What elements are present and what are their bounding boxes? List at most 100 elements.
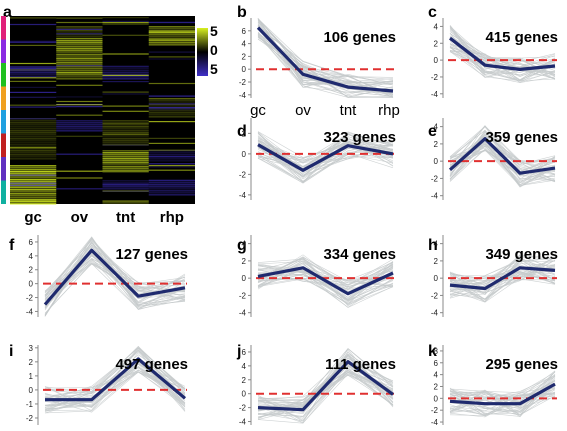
heatmap-stripe xyxy=(56,188,103,190)
heatmap-stripe xyxy=(148,150,195,152)
gene-profile-line xyxy=(449,264,556,286)
heatmap-stripe xyxy=(10,104,57,106)
heatmap-stripe xyxy=(102,168,149,170)
gene-profile-line xyxy=(257,133,394,162)
y-tick-label: -4 xyxy=(431,90,439,99)
heatmap-stripe xyxy=(102,22,149,24)
heatmap-stripe xyxy=(10,186,57,188)
y-tick-label: 2 xyxy=(434,39,439,48)
cluster-strip-segment xyxy=(1,86,6,110)
gene-profile-line xyxy=(257,372,394,407)
heatmap-stripe xyxy=(102,182,149,184)
gene-profile-line xyxy=(257,278,394,302)
gene-profile-line xyxy=(257,37,394,80)
heatmap-stripe xyxy=(10,184,57,186)
x-category-label-ov: ov xyxy=(295,102,311,119)
heatmap-stripe xyxy=(102,166,149,168)
heatmap-stripe xyxy=(10,191,57,193)
heatmap-stripe xyxy=(10,169,57,171)
heatmap-stripe xyxy=(56,48,103,50)
y-tick-label: 8 xyxy=(434,347,439,356)
heatmap-stripe xyxy=(148,22,195,24)
heatmap-stripe xyxy=(102,120,149,122)
heatmap-stripe xyxy=(10,134,57,136)
mean-profile-line xyxy=(45,357,187,402)
heatmap-stripe xyxy=(56,106,103,108)
heatmap-stripe xyxy=(102,72,149,74)
heatmap-stripe xyxy=(148,32,195,34)
heatmap-stripe xyxy=(10,181,57,183)
heatmap-stripe xyxy=(10,44,57,46)
gene-profile-line xyxy=(449,257,556,277)
y-tick-label: 2 xyxy=(242,129,247,138)
heatmap-stripe xyxy=(56,100,103,103)
heatmap-stripe xyxy=(56,84,103,86)
y-tick-label: 2 xyxy=(434,257,439,266)
y-tick-label: 0 xyxy=(434,274,439,283)
heatmap-stripe xyxy=(10,124,57,126)
heatmap-stripe xyxy=(148,38,195,40)
y-tick-label: -2 xyxy=(239,78,247,87)
gene-profile-line xyxy=(257,31,394,94)
mean-profile-line xyxy=(449,36,556,72)
heatmap-stripe xyxy=(10,197,57,199)
gene-profile-line xyxy=(257,134,394,170)
y-tick-label: -1 xyxy=(26,400,34,409)
y-tick-label: 0 xyxy=(242,390,247,399)
y-tick-label: -4 xyxy=(431,192,439,201)
heatmap-stripe xyxy=(56,52,103,54)
heatmap-stripe xyxy=(102,184,149,186)
cluster-gene-count: 359 genes xyxy=(485,129,558,146)
heatmap-stripe xyxy=(148,108,195,110)
gene-profile-line xyxy=(257,368,394,424)
heatmap-stripe xyxy=(10,68,57,70)
heatmap-stripe xyxy=(102,150,149,152)
gene-profile-line xyxy=(257,254,394,289)
heatmap-column-label-rhp: rhp xyxy=(160,209,184,226)
heatmap-stripe xyxy=(10,179,57,181)
heatmap-stripe xyxy=(10,122,57,124)
gene-profile-line xyxy=(44,356,186,408)
gene-profile-line xyxy=(257,261,394,291)
panel-label-f: f xyxy=(9,237,15,254)
y-tick-label: 0 xyxy=(242,274,247,283)
heatmap-stripe xyxy=(10,106,57,108)
heatmap-stripe xyxy=(10,142,57,144)
heatmap-stripe xyxy=(10,62,57,65)
heatmap-stripe xyxy=(102,152,149,154)
heatmap-stripe xyxy=(56,128,103,130)
heatmap-stripe xyxy=(148,109,195,111)
heatmap-stripe xyxy=(148,39,195,41)
y-tick-label: 0 xyxy=(434,157,439,166)
heatmap-stripe xyxy=(148,166,195,168)
heatmap-stripe xyxy=(148,51,195,53)
panel-d: d2 0 -2 -4 323 genes xyxy=(237,118,396,200)
gene-profile-line xyxy=(449,393,556,398)
heatmap-stripe xyxy=(10,199,57,201)
cluster-gene-count: 497 genes xyxy=(115,356,188,373)
cluster-strip-segment xyxy=(1,110,6,134)
heatmap-stripe xyxy=(102,140,149,142)
heatmap-stripe xyxy=(56,36,103,38)
mean-profile-line xyxy=(449,266,556,291)
heatmap-stripe xyxy=(148,36,195,38)
gene-profile-line xyxy=(449,46,556,78)
y-tick-label: 2 xyxy=(242,376,247,385)
y-tick-label: 4 xyxy=(434,240,439,249)
heatmap-stripe xyxy=(10,74,57,76)
heatmap-stripe xyxy=(148,182,195,184)
colorbar xyxy=(197,28,208,76)
heatmap-stripe xyxy=(148,121,195,123)
heatmap-stripe xyxy=(102,200,149,202)
heatmap-stripe xyxy=(10,80,57,82)
heatmap-stripe xyxy=(148,179,195,181)
gene-profile-line xyxy=(449,257,556,303)
heatmap-stripe xyxy=(10,23,57,26)
gene-profile-line xyxy=(44,244,186,297)
heatmap-stripe xyxy=(102,93,149,95)
heatmap-stripe xyxy=(10,158,57,160)
heatmap-stripe xyxy=(102,190,149,192)
mean-profile-line xyxy=(448,137,556,175)
heatmap-stripe xyxy=(10,171,57,173)
